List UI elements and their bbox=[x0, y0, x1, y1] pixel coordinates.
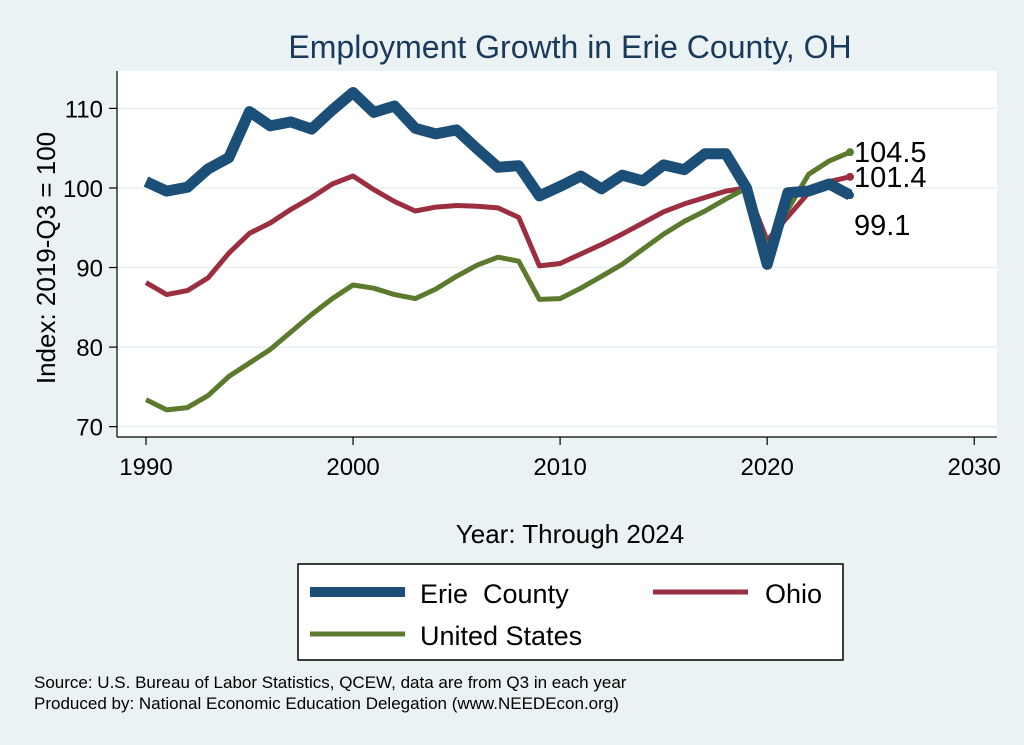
x-tick-label-2000: 2000 bbox=[326, 454, 379, 481]
end-point-ohio bbox=[845, 172, 854, 181]
source-line: Source: U.S. Bureau of Labor Statistics,… bbox=[34, 673, 627, 692]
y-tick-label-80: 80 bbox=[76, 335, 103, 362]
y-tick-label-70: 70 bbox=[76, 415, 103, 442]
end-label-ohio: 101.4 bbox=[854, 162, 927, 194]
end-point-united-states bbox=[845, 148, 854, 157]
axes: 70 80 90 100 110 1990 2000 2010 2020 2030 bbox=[63, 71, 1001, 481]
legend: Erie County Ohio United States bbox=[297, 563, 844, 661]
series-line-united-states bbox=[144, 149, 851, 413]
series-line-ohio bbox=[144, 173, 851, 298]
chart-title: Employment Growth in Erie County, OH bbox=[288, 29, 851, 65]
produced-by-line: Produced by: National Economic Education… bbox=[34, 694, 619, 713]
plot-area bbox=[117, 71, 997, 437]
end-label-erie-county: 99.1 bbox=[854, 210, 910, 242]
x-tick-label-2030: 2030 bbox=[948, 454, 1001, 481]
end-label-united-states: 104.5 bbox=[854, 137, 927, 169]
legend-box bbox=[297, 563, 844, 661]
legend-label-ohio: Ohio bbox=[765, 579, 822, 609]
series-line-erie-county bbox=[143, 87, 853, 270]
series-lines bbox=[143, 87, 854, 413]
x-tick-label-1990: 1990 bbox=[119, 454, 172, 481]
y-tick-label-100: 100 bbox=[63, 176, 103, 203]
legend-label-erie-county: Erie County bbox=[420, 579, 569, 609]
y-tick-label-90: 90 bbox=[76, 256, 103, 283]
end-point-erie-county bbox=[845, 191, 854, 200]
x-axis-label: Year: Through 2024 bbox=[456, 519, 684, 549]
y-axis-label: Index: 2019-Q3 = 100 bbox=[31, 132, 61, 384]
x-tick-label-2020: 2020 bbox=[740, 454, 793, 481]
x-tick-label-2010: 2010 bbox=[533, 454, 586, 481]
legend-label-united-states: United States bbox=[420, 621, 582, 651]
y-tick-label-110: 110 bbox=[65, 96, 103, 123]
